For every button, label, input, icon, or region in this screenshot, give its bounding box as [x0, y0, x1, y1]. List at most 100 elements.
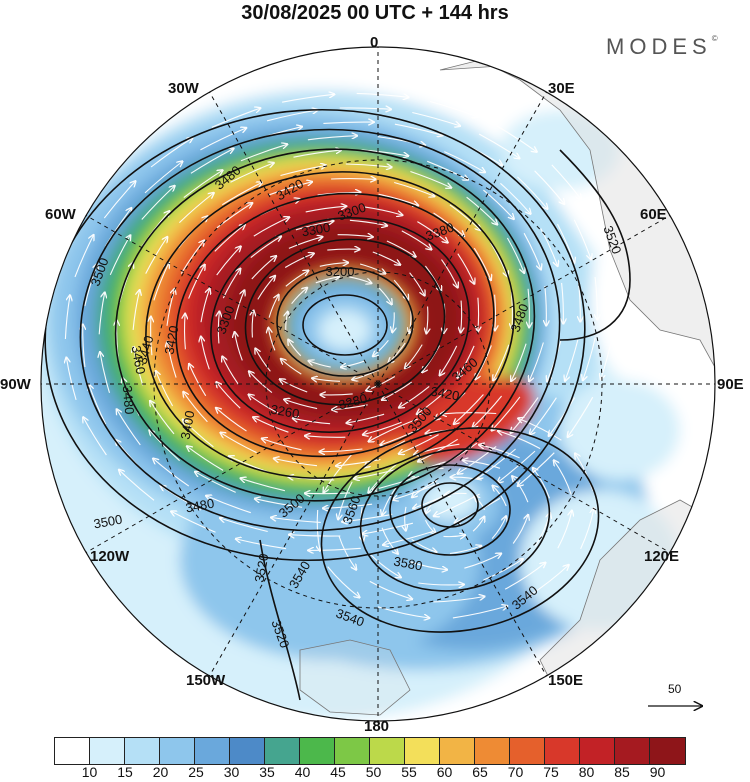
- graticule: [41, 47, 715, 721]
- colorbar-tick-label: 70: [507, 764, 524, 780]
- streamline: [183, 392, 208, 423]
- colorbar-ticks: 10 15 20 25 30 35 40 45 50 55 60 65 70 75 80 85 90: [54, 764, 704, 782]
- streamline: [305, 206, 347, 213]
- streamline: [506, 237, 524, 273]
- streamline: [533, 468, 551, 499]
- streamline: [347, 413, 385, 423]
- colorbar-cell: [650, 738, 685, 764]
- streamline: [463, 460, 501, 469]
- meridian-label: 150W: [186, 672, 226, 689]
- colorbar-tick-label: 90: [649, 764, 666, 780]
- streamline: [132, 290, 140, 330]
- streamline: [134, 347, 144, 386]
- streamline: [464, 554, 501, 569]
- streamline: [444, 151, 485, 173]
- colorbar-tick-label: 20: [152, 764, 169, 780]
- streamline: [251, 256, 276, 280]
- streamline: [274, 459, 318, 467]
- streamline: [449, 204, 481, 230]
- streamline: [280, 165, 326, 177]
- streamline: [211, 108, 260, 128]
- contour-label: 3420: [430, 384, 461, 404]
- colorbar-tick-label: 30: [223, 764, 240, 780]
- streamline: [305, 436, 346, 438]
- streamline: [583, 337, 596, 380]
- streamline: [449, 546, 481, 555]
- colorbar-cell: [615, 738, 650, 764]
- streamline: [289, 535, 341, 536]
- streamline: [440, 345, 458, 375]
- streamline: [89, 385, 107, 425]
- streamline: [475, 345, 492, 379]
- streamline: [167, 342, 177, 378]
- meridian-line: [377, 383, 547, 677]
- streamline: [368, 463, 398, 493]
- meridian-label: 180: [364, 718, 390, 735]
- streamline: [200, 289, 210, 323]
- streamline: [288, 340, 302, 357]
- colorbar-cell: [160, 738, 195, 764]
- streamline: [144, 162, 182, 194]
- streamline: [319, 263, 348, 267]
- streamline: [336, 458, 381, 466]
- streamline: [332, 404, 368, 410]
- colorbar-cell: [335, 738, 370, 764]
- streamline: [253, 417, 289, 433]
- contour-label: 3480: [120, 385, 137, 415]
- streamline: [201, 337, 210, 370]
- streamline: [417, 221, 447, 243]
- contour-label: 3300: [300, 220, 331, 240]
- meridian-label: 150E: [548, 672, 584, 689]
- streamline: [216, 203, 252, 229]
- colorbar-cell: [440, 738, 475, 764]
- streamline: [356, 92, 409, 97]
- streamline: [230, 163, 274, 183]
- streamline: [483, 559, 522, 581]
- streamline: [189, 364, 207, 397]
- streamline: [378, 193, 419, 205]
- streamline: [249, 371, 273, 394]
- streamline: [405, 344, 423, 369]
- streamline: [479, 445, 520, 459]
- streamline: [324, 454, 352, 493]
- streamline: [156, 371, 174, 407]
- streamline: [545, 285, 547, 326]
- streamline: [511, 291, 512, 329]
- streamline: [284, 253, 314, 268]
- streamline: [188, 265, 205, 299]
- streamline: [145, 237, 168, 274]
- streamline: [381, 527, 398, 554]
- streamline: [369, 553, 401, 577]
- streamline: [268, 328, 276, 351]
- streamline: [285, 271, 309, 287]
- meridian-label: 90W: [0, 376, 31, 393]
- colorbar-cell: [545, 738, 580, 764]
- streamline: [66, 358, 77, 401]
- streamline: [500, 182, 530, 214]
- colorbar-cell: [475, 738, 510, 764]
- colorbar-cell: [580, 738, 615, 764]
- streamline: [573, 219, 591, 260]
- streamline: [601, 336, 613, 379]
- colorbar-cell: [55, 738, 90, 764]
- streamline: [281, 94, 334, 103]
- streamline: [495, 294, 496, 331]
- streamline: [473, 247, 491, 280]
- streamline: [179, 193, 213, 223]
- streamline: [392, 312, 394, 332]
- streamline: [445, 493, 467, 495]
- streamline: [362, 522, 414, 534]
- meridian-label: 60E: [640, 206, 667, 223]
- streamline: [461, 300, 462, 333]
- contour-label: 3520: [252, 552, 272, 583]
- streamline: [565, 339, 579, 381]
- streamline: [401, 230, 432, 250]
- streamline: [150, 401, 175, 435]
- streamline: [382, 381, 413, 400]
- streamline: [372, 251, 400, 265]
- meridian-label: 120E: [644, 548, 680, 565]
- colorbar-tick-label: 10: [81, 764, 98, 780]
- streamline: [512, 476, 529, 503]
- streamline: [312, 378, 341, 381]
- streamline: [216, 247, 241, 276]
